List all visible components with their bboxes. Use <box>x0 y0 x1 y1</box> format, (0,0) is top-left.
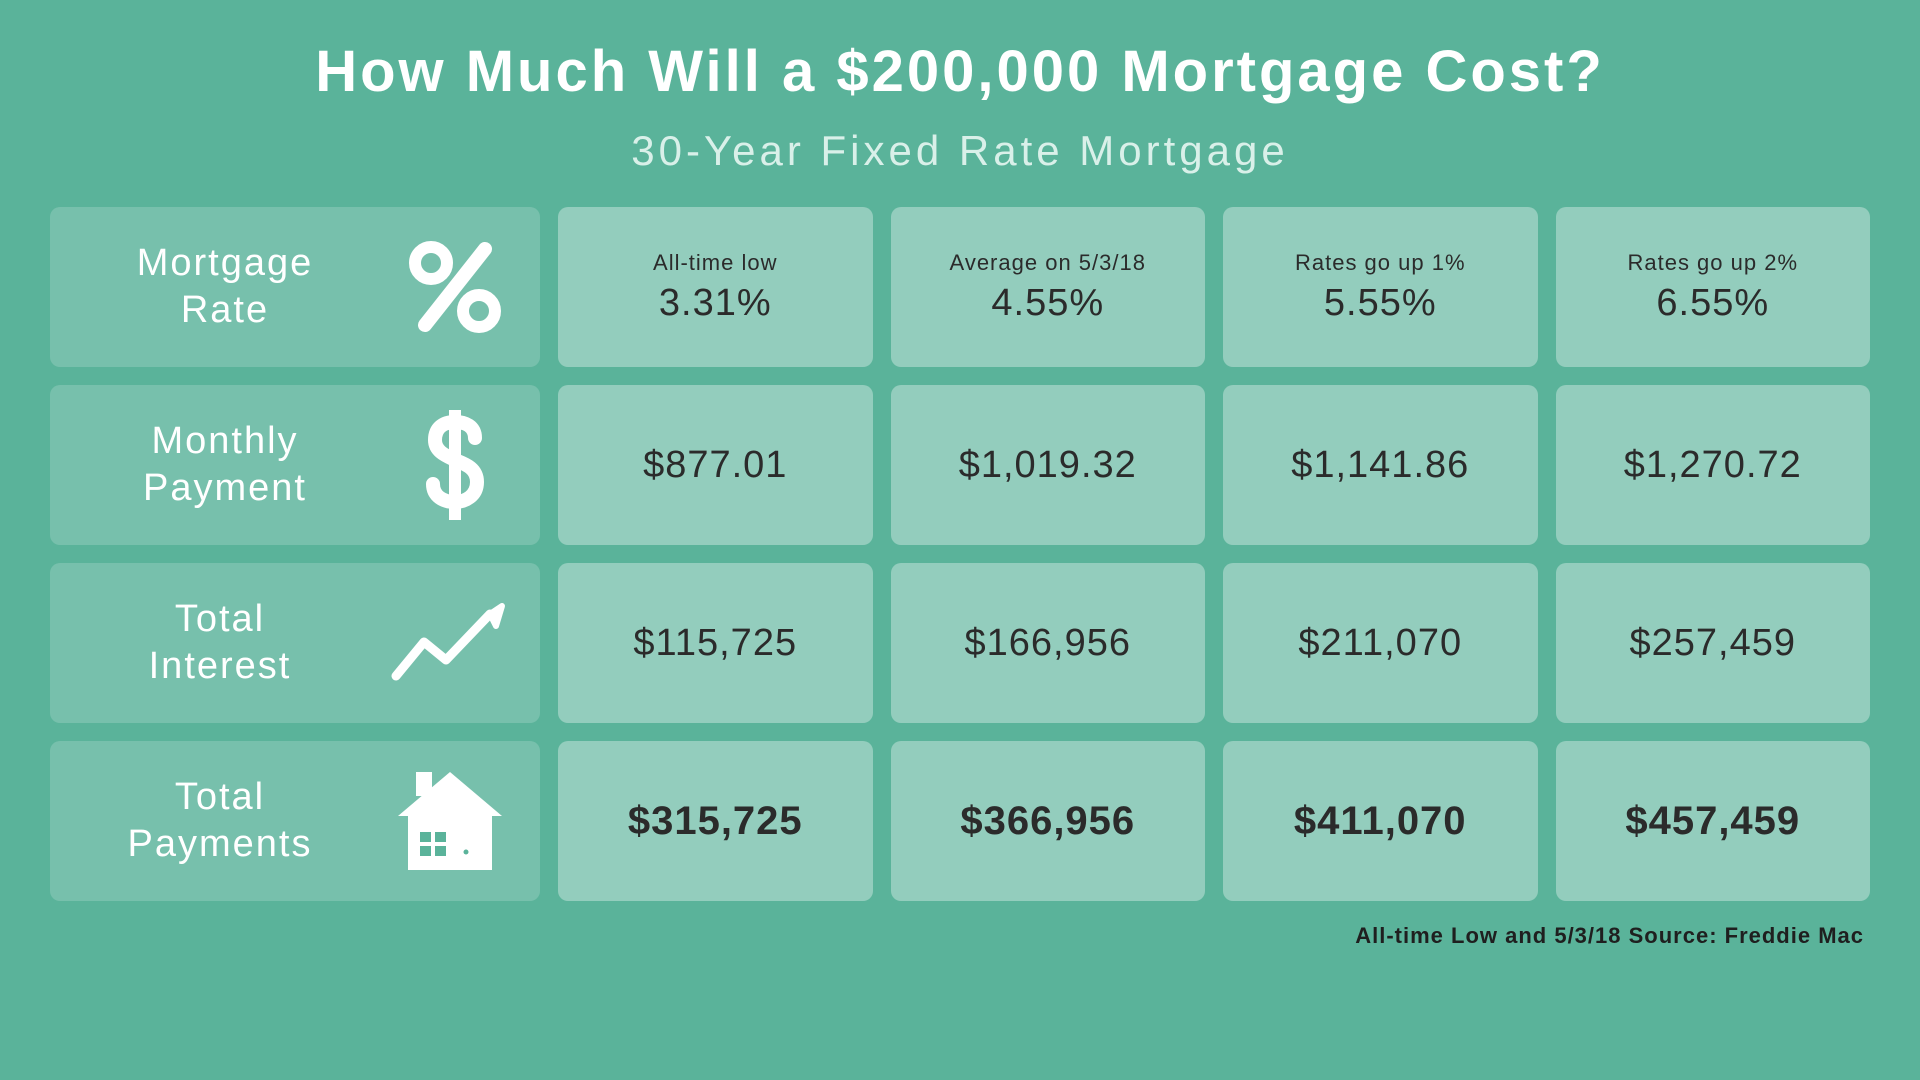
cell-top-label: Rates go up 2% <box>1627 250 1798 276</box>
row-header-label: TotalPayments <box>80 774 360 869</box>
cell-value: $457,459 <box>1625 799 1800 844</box>
cell-top-label: Rates go up 1% <box>1295 250 1466 276</box>
data-cell: $211,070 <box>1223 563 1538 723</box>
data-cell: $115,725 <box>558 563 873 723</box>
house-icon <box>390 766 510 876</box>
table-row: TotalInterest $115,725 $166,956 $211,070 $2… <box>50 563 1870 723</box>
mortgage-table: MortgageRate All-time low 3.31% Average on… <box>50 207 1870 901</box>
cell-value: $211,070 <box>1298 622 1462 665</box>
cell-value: $1,270.72 <box>1624 444 1802 487</box>
source-footer: All-time Low and 5/3/18 Source: Freddie … <box>50 923 1870 949</box>
data-cell: $457,459 <box>1556 741 1871 901</box>
row-header-label: TotalInterest <box>80 596 360 691</box>
table-row: TotalPayments $315,725 $366,956 $411,070 $4… <box>50 741 1870 901</box>
cell-value: $366,956 <box>960 799 1135 844</box>
data-cell: Average on 5/3/18 4.55% <box>891 207 1206 367</box>
dollar-icon <box>415 410 495 520</box>
cell-value: 5.55% <box>1324 282 1437 325</box>
data-cell: $411,070 <box>1223 741 1538 901</box>
cell-value: 6.55% <box>1656 282 1769 325</box>
cell-value: $1,019.32 <box>959 444 1137 487</box>
data-cell: $877.01 <box>558 385 873 545</box>
data-cell: $315,725 <box>558 741 873 901</box>
cell-value: $257,459 <box>1630 622 1797 665</box>
trend-up-icon <box>390 598 510 688</box>
table-row: MortgageRate All-time low 3.31% Average on… <box>50 207 1870 367</box>
data-cell: $1,141.86 <box>1223 385 1538 545</box>
cell-value: $315,725 <box>628 799 803 844</box>
cell-top-label: Average on 5/3/18 <box>950 250 1146 276</box>
data-cell: All-time low 3.31% <box>558 207 873 367</box>
data-cell: Rates go up 1% 5.55% <box>1223 207 1538 367</box>
data-cell: $166,956 <box>891 563 1206 723</box>
cell-value: 4.55% <box>991 282 1104 325</box>
row-header: MortgageRate <box>50 207 540 367</box>
cell-value: $877.01 <box>643 444 787 487</box>
cell-value: $166,956 <box>965 622 1132 665</box>
page-title: How Much Will a $200,000 Mortgage Cost? <box>315 38 1605 105</box>
data-cell: $257,459 <box>1556 563 1871 723</box>
cell-value: 3.31% <box>659 282 772 325</box>
row-header: TotalInterest <box>50 563 540 723</box>
cell-value: $115,725 <box>633 622 797 665</box>
row-header: TotalPayments <box>50 741 540 901</box>
table-row: MonthlyPayment $877.01 $1,019.32 $1,141.86… <box>50 385 1870 545</box>
page-subtitle: 30-Year Fixed Rate Mortgage <box>631 127 1288 175</box>
row-header-label: MortgageRate <box>80 240 370 335</box>
data-cell: $1,019.32 <box>891 385 1206 545</box>
cell-top-label: All-time low <box>653 250 777 276</box>
cell-value: $1,141.86 <box>1291 444 1469 487</box>
row-header-label: MonthlyPayment <box>80 418 370 513</box>
cell-value: $411,070 <box>1294 799 1467 844</box>
percent-icon <box>405 237 505 337</box>
data-cell: $366,956 <box>891 741 1206 901</box>
data-cell: Rates go up 2% 6.55% <box>1556 207 1871 367</box>
row-header: MonthlyPayment <box>50 385 540 545</box>
data-cell: $1,270.72 <box>1556 385 1871 545</box>
